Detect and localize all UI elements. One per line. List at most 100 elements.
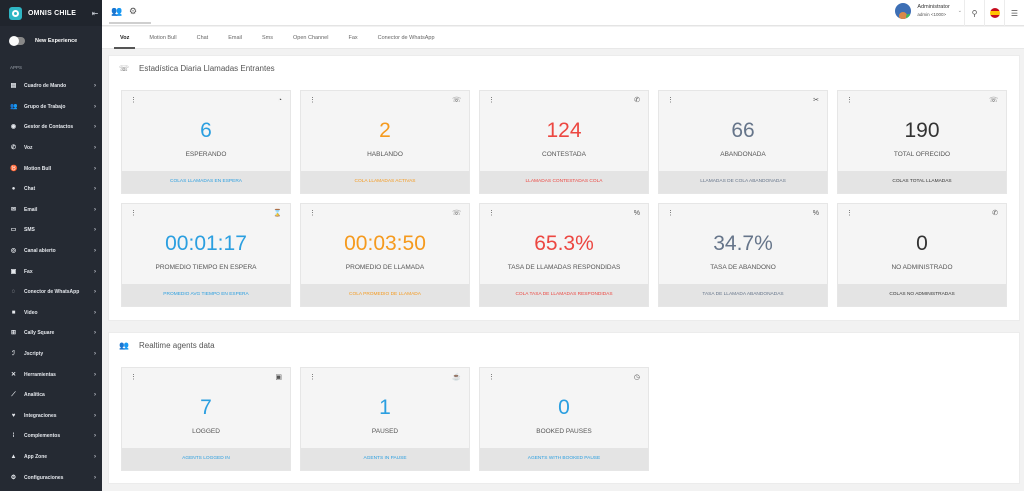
sidebar-item-cally-square[interactable]: ⊞ Cally Square › [0, 323, 102, 344]
stat-card-logged: ⋮ ▣ 7 LOGGED AGENTS LOGGED IN [121, 367, 291, 471]
tab-chat[interactable]: Chat [196, 35, 209, 41]
sidebar-item-label: Video [24, 309, 38, 316]
menu-list-icon[interactable]: ☰ [1004, 0, 1024, 26]
stat-label: LOGGED [192, 428, 220, 435]
chevron-right-icon: › [94, 371, 96, 378]
sidebar-item-configuraciones[interactable]: ⚙ Configuraciones › [0, 467, 102, 488]
stat-label: TASA DE LLAMADAS RESPONDIDAS [507, 264, 621, 271]
agents-icon: 👥 [119, 341, 129, 350]
sidebar-item-video[interactable]: ■ Video › [0, 303, 102, 324]
dashboard-icon: ▤ [10, 83, 17, 90]
user-role: admin <1000> [917, 12, 947, 17]
section-header: 👥 Realtime agents data [119, 341, 215, 350]
omnis-logo-icon [9, 6, 22, 20]
chevron-right-icon: › [94, 248, 96, 255]
more-vert-icon[interactable]: ⋮ [130, 210, 137, 217]
tab-email[interactable]: Email [228, 35, 242, 41]
more-vert-icon[interactable]: ⋮ [667, 97, 674, 104]
more-vert-icon[interactable]: ⋮ [846, 210, 853, 217]
sidebar-item-canal-abierto[interactable]: ◎ Canal abierto › [0, 241, 102, 262]
sidebar-item-label: Gestor de Contactos [24, 124, 74, 131]
stat-label: PAUSED [371, 428, 399, 435]
new-experience-toggle-row[interactable]: New Experience [0, 26, 102, 56]
language-selector[interactable] [984, 0, 1004, 26]
stat-value: 00:03:50 [344, 232, 426, 255]
chevron-right-icon: › [94, 83, 96, 90]
tab-voz[interactable]: Voz [110, 27, 139, 49]
stat-card-tasa-de-abandono: ⋮% 34.7% TASA DE ABANDONO TASA DE LLAMADA A… [658, 203, 828, 307]
sidebar-item-sms[interactable]: ▭ SMS › [0, 220, 102, 241]
stat-footer: AGENTS WITH BOOKED PAUSE [480, 448, 648, 470]
more-vert-icon[interactable]: ⋮ [488, 97, 495, 104]
sidebar-item-grupo-de-trabajo[interactable]: 👥 Grupo de Trabajo › [0, 97, 102, 118]
stat-footer: COLA TASA DE LLAMADAS RESPONDIDAS [480, 284, 648, 306]
tab-conector-de-whatsapp[interactable]: Conector de WhatsApp [377, 35, 435, 41]
sidebar-item-voz[interactable]: ✆ Voz › [0, 138, 102, 159]
chevron-right-icon: › [94, 392, 96, 399]
chevron-down-icon[interactable]: ⌄ [957, 8, 962, 14]
sidebar-nav: ▤ Cuadro de Mando › 👥 Grupo de Trabajo › ◉ Gest… [0, 76, 102, 488]
more-vert-icon[interactable]: ⋮ [309, 210, 316, 217]
agents-icon[interactable]: 👥 [111, 6, 123, 16]
more-vert-icon[interactable]: ⋮ [309, 374, 316, 381]
sidebar-item-analitica[interactable]: ⟋ Analítica › [0, 385, 102, 406]
tab-motion-bull[interactable]: Motion Bull [149, 35, 177, 41]
sidebar-item-herramientas[interactable]: ✕ Herramientas › [0, 364, 102, 385]
sidebar-item-label: Canal abierto [24, 248, 56, 255]
sidebar-item-jscripty[interactable]: ℐ Jscripty › [0, 344, 102, 365]
stat-label: CONTESTADA [542, 151, 586, 158]
chevron-right-icon: › [94, 227, 96, 234]
tab-sms[interactable]: Sms [261, 35, 273, 41]
sidebar-item-complementos[interactable]: ⁞ Complementos › [0, 426, 102, 447]
chat-icon: ● [11, 186, 16, 193]
app-zone-icon: ▲ [10, 453, 17, 460]
topbar-active-indicator [109, 22, 151, 24]
stat-card-total-ofrecido: ⋮ ☏ 190 TOTAL OFRECIDO COLAS TOTAL LLAMADAS [837, 90, 1007, 194]
phone-icon: ✆ [992, 210, 998, 217]
tab-open-channel[interactable]: Open Channel [292, 35, 329, 41]
user-menu[interactable]: Administrator admin <1000> ⌄ [895, 3, 962, 19]
chevron-right-icon: › [94, 186, 96, 193]
new-experience-toggle[interactable] [9, 36, 25, 46]
stat-card-contestada: ⋮ ✆ 124 CONTESTADA LLAMADAS CONTESTADAS COLA [479, 90, 649, 194]
more-vert-icon[interactable]: ⋮ [488, 210, 495, 217]
stat-value: 6 [200, 119, 212, 142]
chevron-right-icon: › [94, 412, 96, 419]
more-vert-icon[interactable]: ⋮ [130, 97, 137, 104]
more-vert-icon[interactable]: ⋮ [846, 97, 853, 104]
sidebar-item-label: Cuadro de Mando [24, 83, 67, 90]
sidebar-item-motion-bull[interactable]: ♉ Motion Bull › [0, 158, 102, 179]
stat-label: HABLANDO [367, 151, 403, 158]
sidebar-item-app-zone[interactable]: ▲ App Zone › [0, 447, 102, 468]
more-vert-icon[interactable]: ⋮ [130, 374, 137, 381]
stat-label: PROMEDIO DE LLAMADA [345, 264, 425, 271]
sidebar-item-conector-de-whatsapp[interactable]: ◌ Conector de WhatsApp › [0, 282, 102, 303]
new-experience-label: New Experience [35, 38, 78, 44]
more-vert-icon[interactable]: ⋮ [488, 374, 495, 381]
sidebar-item-integraciones[interactable]: ♥ Integraciones › [0, 406, 102, 427]
sidebar-item-label: App Zone [24, 453, 48, 460]
integrations-icon: ♥ [11, 412, 16, 419]
tools-icon: ✕ [10, 371, 17, 378]
sidebar-item-gestor-de-contactos[interactable]: ◉ Gestor de Contactos › [0, 117, 102, 138]
more-vert-icon[interactable]: ⋮ [667, 210, 674, 217]
open-channel-icon: ◎ [10, 248, 17, 255]
stat-value: 190 [904, 119, 940, 142]
chevron-right-icon: › [94, 124, 96, 131]
tab-fax[interactable]: Fax [348, 35, 358, 41]
sidebar-item-email[interactable]: ✉ Email › [0, 200, 102, 221]
collapse-sidebar-icon[interactable]: ⇤ [91, 8, 99, 18]
more-vert-icon[interactable]: ⋮ [309, 97, 316, 104]
sidebar-item-cuadro-de-mando[interactable]: ▤ Cuadro de Mando › [0, 76, 102, 97]
sidebar-item-fax[interactable]: ▣ Fax › [0, 261, 102, 282]
gear-icon[interactable]: ⚙ [129, 6, 138, 16]
chevron-right-icon: › [94, 289, 96, 296]
sidebar-item-chat[interactable]: ● Chat › [0, 179, 102, 200]
topbar: 👥 ⚙ Administrator admin <1000> ⌄ ⚲ ☰ [102, 0, 1024, 26]
stat-card-abandonada: ⋮ ✂ 66 ABANDONADA LLAMADAS DE COLA ABANDONAD… [658, 90, 828, 194]
search-icon[interactable]: ⚲ [964, 0, 984, 26]
sidebar-item-label: Cally Square [24, 330, 55, 337]
chevron-right-icon: › [94, 330, 96, 337]
topbar-actions: ⚲ ☰ [964, 0, 1024, 26]
